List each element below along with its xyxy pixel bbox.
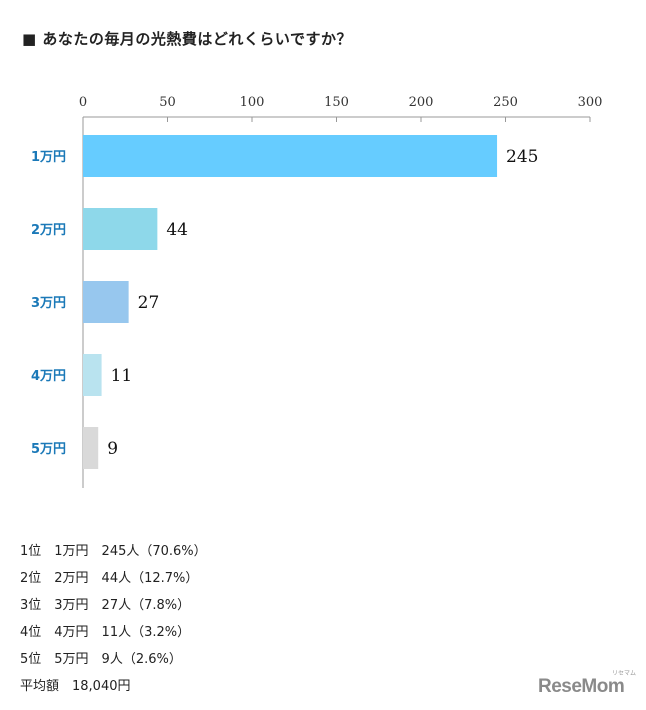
summary-row-5: 5位 5万円 9人（2.6%） [20, 652, 182, 667]
x-tick-label: 300 [578, 95, 603, 110]
bar-value-label: 27 [138, 293, 160, 313]
summary-list: 1位 1万円 245人（70.6%） 2位 2万円 44人（12.7%） 3位 … [20, 542, 207, 704]
x-tick-label: 50 [159, 95, 176, 110]
category-label: 4万円 [31, 369, 66, 384]
summary-row-2: 2位 2万円 44人（12.7%） [20, 571, 199, 586]
category-label: 2万円 [31, 223, 66, 238]
bar-value-label: 44 [166, 220, 188, 240]
bar [83, 135, 498, 177]
category-label: 5万円 [31, 442, 66, 457]
x-tick-label: 100 [240, 95, 265, 110]
bar-value-label: 245 [506, 147, 538, 167]
bar-value-label: 9 [107, 439, 118, 459]
summary-row-1: 1位 1万円 245人（70.6%） [20, 544, 207, 559]
category-label: 1万円 [31, 150, 66, 165]
x-tick-label: 200 [409, 95, 434, 110]
chart-title: ■ あなたの毎月の光熱費はどれくらいですか？ [22, 30, 352, 48]
bar [83, 427, 99, 469]
bar [83, 281, 129, 323]
resemom-logo-sub: リセマム [612, 670, 637, 677]
x-tick-label: 150 [324, 95, 349, 110]
bar-value-label: 11 [111, 366, 133, 386]
summary-average: 平均額 18,040円 [20, 679, 131, 694]
x-tick-label: 0 [79, 95, 87, 110]
summary-row-3: 3位 3万円 27人（7.8%） [20, 598, 191, 613]
x-tick-label: 250 [493, 95, 518, 110]
resemom-logo: ReseMom [538, 676, 625, 697]
bar-chart: 0 50 100 150 200 250 300 245 1万円 44 2万円 27 3万円 11 4万円… [31, 95, 603, 488]
bar [83, 208, 158, 250]
bars: 245 1万円 44 2万円 27 3万円 11 4万円 9 5万円 [31, 135, 539, 469]
bar [83, 354, 102, 396]
category-label: 3万円 [31, 296, 66, 311]
summary-row-4: 4位 4万円 11人（3.2%） [20, 625, 191, 640]
